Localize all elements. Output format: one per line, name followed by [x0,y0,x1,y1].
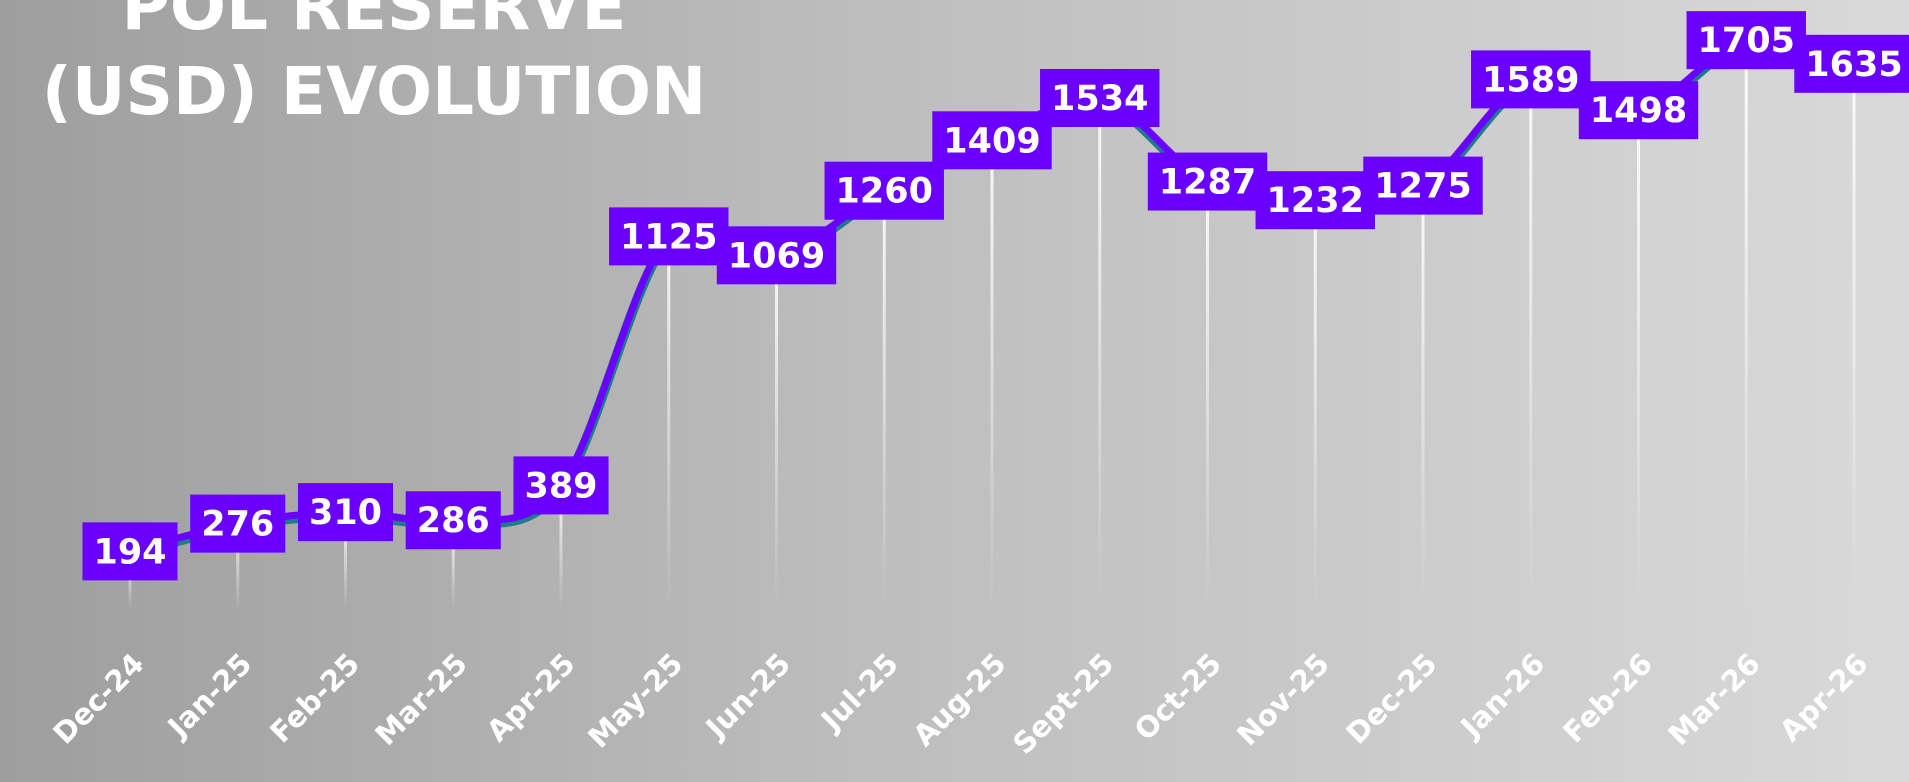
drop-line [344,512,347,609]
data-label: 1275 [1363,156,1483,215]
data-label: 1589 [1471,50,1591,109]
data-label-text: 194 [93,532,166,572]
data-label-box [1363,156,1483,215]
x-tick-label: May-25 [581,647,689,755]
x-tick-label: Dec-24 [46,647,150,751]
data-label: 1260 [824,161,944,220]
data-label: 1534 [1040,68,1160,127]
data-label: 1069 [716,226,837,285]
x-tick-label: Jun-25 [698,647,797,746]
data-label-box [405,491,501,550]
data-label-text: 1260 [836,172,933,212]
data-label-text: 1287 [1159,163,1256,203]
drop-line [1206,181,1209,609]
data-label-text: 1705 [1698,21,1795,61]
data-label-box [82,522,178,581]
drop-line [775,255,778,610]
data-label-box [1471,50,1591,109]
x-tick-label: Nov-25 [1230,647,1336,753]
drop-line [1637,110,1640,609]
data-label-text: 276 [201,505,274,545]
data-label-box [1578,81,1699,140]
data-label-box [1255,171,1375,230]
data-label: 1498 [1578,81,1699,140]
x-tick-label: Sept-25 [1006,647,1120,761]
data-label-box [1686,11,1806,70]
data-label-box [824,161,944,220]
drop-line [1313,200,1317,609]
drop-line [1852,63,1856,609]
drop-line [1529,79,1533,610]
data-label-box [190,494,286,553]
data-label-box [513,456,609,515]
data-label-text: 1125 [620,217,717,257]
drop-line [882,190,886,609]
data-label-text: 1069 [728,236,825,276]
x-tick-label: Oct-25 [1128,647,1228,747]
x-tick-label: Jan-26 [1453,647,1552,746]
x-tick-label: Jan-25 [160,647,259,746]
data-label: 194 [82,522,178,581]
data-label-text: 1635 [1805,45,1902,85]
data-label-text: 1534 [1051,79,1148,119]
data-label: 310 [297,483,394,542]
x-tick-label: Feb-26 [1556,647,1659,750]
data-label-box [609,207,729,266]
data-label: 276 [190,494,286,553]
data-label-text: 1275 [1374,167,1471,207]
x-tick-label: Feb-25 [263,647,366,750]
drop-line [559,485,563,609]
data-label: 389 [513,456,609,515]
data-label: 1705 [1686,11,1806,70]
x-tick-label: Apr-26 [1773,647,1875,749]
data-label-box [1794,34,1909,93]
data-label-box [1040,68,1160,127]
drop-line [1744,40,1748,610]
data-label-box [716,226,837,285]
data-label: 1635 [1794,34,1909,93]
x-tick-label: Aug-25 [906,647,1012,753]
drop-line [1421,185,1425,609]
data-label-text: 1232 [1267,181,1364,221]
x-tick-label: Dec-25 [1339,647,1443,751]
data-label-box [1147,152,1268,211]
x-tick-label: Mar-25 [368,647,473,752]
data-label: 1232 [1255,171,1375,230]
chart-title: POL RESERVE (USD) EVOLUTION [41,0,707,130]
drop-line [1098,97,1102,609]
data-label-text: 1409 [943,121,1040,161]
x-tick-label: Jul-25 [813,647,905,739]
x-tick-label: Apr-25 [480,647,582,749]
data-label-box [932,111,1052,170]
drop-line [667,236,671,609]
data-label-text: 1498 [1590,91,1687,131]
drop-line [236,523,240,609]
data-label-text: 1589 [1482,60,1579,100]
data-label-text: 310 [309,493,382,533]
drop-line [451,520,455,609]
data-label: 1287 [1147,152,1268,211]
x-tick-label: Mar-26 [1661,647,1766,752]
data-label: 1409 [932,111,1052,170]
drop-line [990,140,994,609]
data-label-box [297,483,394,542]
data-label: 1125 [609,207,729,266]
data-label: 286 [405,491,501,550]
data-label-text: 286 [417,501,490,541]
data-label-text: 389 [524,466,597,506]
